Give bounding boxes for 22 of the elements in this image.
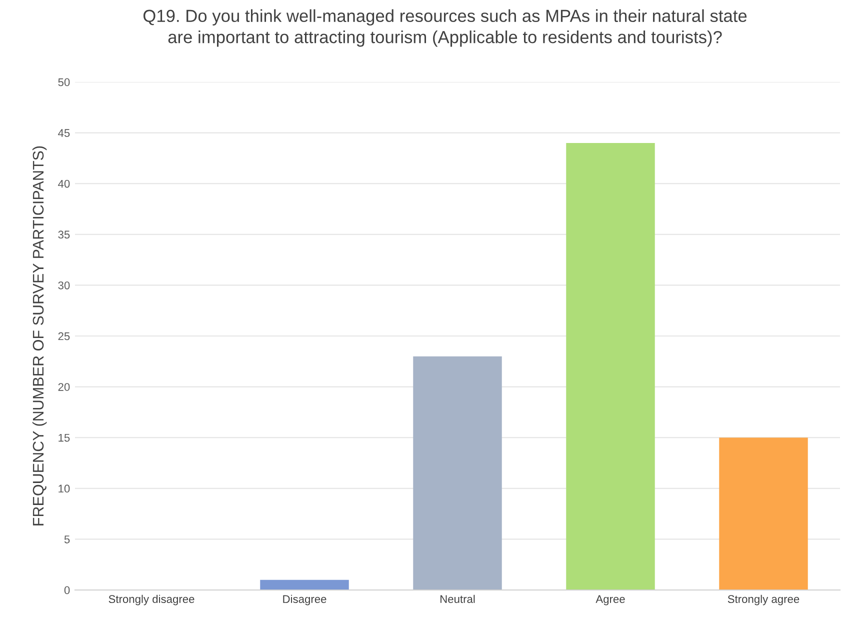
y-tick-label: 40 <box>58 180 70 188</box>
x-tick-label: Agree <box>596 595 625 606</box>
bar <box>566 142 655 590</box>
y-tick-label: 15 <box>58 434 70 442</box>
y-tick-label: 20 <box>58 383 70 391</box>
chart-title: Q19. Do you think well-managed resources such as MPAs in their natural state are important to attracting tourism (Applicable to residents and tourists)? <box>143 9 747 47</box>
y-tick-label: 25 <box>58 332 70 340</box>
y-tick-label: 0 <box>64 586 70 594</box>
y-tick-label: 45 <box>58 129 70 137</box>
x-tick-label: Strongly disagree <box>108 594 194 606</box>
bar <box>413 356 502 590</box>
y-tick-label: 35 <box>58 230 70 239</box>
bar <box>260 580 349 590</box>
y-tick-label: 50 <box>58 78 70 86</box>
x-tick-label: Disagree <box>283 594 326 606</box>
x-tick-label: Neutral <box>440 594 475 604</box>
y-tick-label: 10 <box>58 484 70 493</box>
bar <box>719 438 808 590</box>
y-tick-label: 30 <box>58 281 70 290</box>
x-tick-label: Strongly agree <box>728 594 800 606</box>
y-tick-label: 5 <box>64 536 70 544</box>
y-axis-title: FREQUENCY (NUMBER OF SURVEY PARTICIPANTS) <box>32 146 47 526</box>
